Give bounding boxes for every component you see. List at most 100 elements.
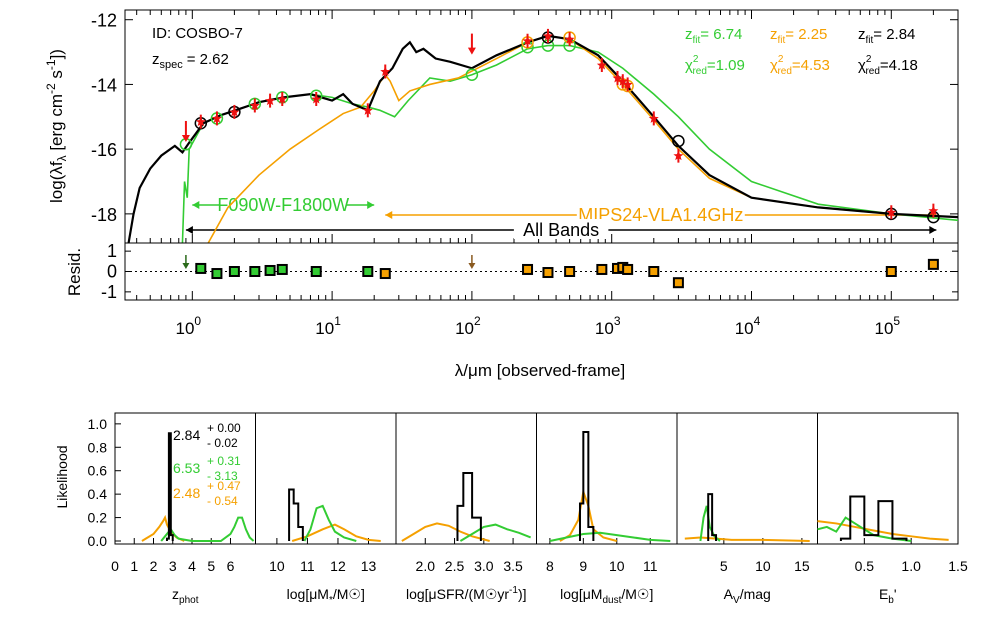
band-label: MIPS24-VLA1.4GHz [578, 205, 743, 225]
band-label: All Bands [523, 220, 599, 240]
lik-xtick-label: 1 [130, 558, 138, 574]
fit-chi-value: =1.09 [707, 57, 745, 74]
fit-z-value: = 2.84 [873, 26, 915, 43]
observed-point [542, 30, 553, 41]
lik-annotation-minus: - 0.54 [207, 494, 238, 508]
fit-z-symbol: z [858, 26, 866, 43]
fit-z-sub: fit [778, 35, 786, 46]
fit-z-sub: fit [693, 35, 701, 46]
fit-chi-symbol: χ [685, 57, 693, 74]
zspec-label: zspec = 2.62 [152, 51, 229, 71]
lik-ytick-label: 0.6 [88, 463, 108, 479]
lik-xtick-label: 10 [269, 558, 285, 574]
resid-point-orange [379, 268, 391, 280]
sed-xtick-exponent: 3 [614, 314, 621, 328]
lik-xlabel-sfr: log[μSFR/(M☉yr-1)] [406, 585, 527, 602]
sed-xtick-exponent: 0 [194, 314, 201, 328]
residual-marks: 10-1 [101, 241, 958, 302]
lik-xtick-label: 11 [643, 558, 658, 574]
lik-xtick-label: 4 [188, 558, 196, 574]
fit-chi-label: χ2 red=4.18 [858, 54, 918, 77]
resid-point-orange [885, 266, 897, 277]
lik-curve-green [459, 523, 532, 542]
fit-chi-value: =4.53 [792, 57, 830, 74]
resid-point-green [276, 263, 288, 275]
lik-xlabel-rest: /mag [740, 586, 771, 602]
sed-xtick-exponent: 5 [893, 314, 900, 328]
observed-point [596, 60, 607, 70]
lik-frame-av [676, 412, 818, 545]
observed-point [277, 93, 288, 104]
resid-point-green [310, 266, 322, 277]
sed-xtick-exponent: 1 [334, 314, 341, 328]
sed-xtick-label: 100 [176, 314, 202, 338]
lik-annotation-value: 2.84 [173, 427, 200, 443]
observed-point [311, 93, 322, 104]
lik-xtick-label: 3.0 [474, 558, 494, 574]
lik-curve-black [707, 493, 718, 541]
resid-point-green [228, 266, 240, 277]
fit-chi-sub: red [692, 66, 706, 77]
resid-point-orange [542, 267, 554, 279]
lik-curve-black [578, 431, 595, 541]
lik-annotation-plus: + 0.00 [207, 421, 241, 435]
sed-model-orange [207, 35, 959, 244]
lik-frame-eb [817, 412, 959, 545]
lik-xtick-label: 2.0 [416, 558, 436, 574]
observed-point [622, 79, 633, 89]
resid-point-green [195, 262, 207, 274]
fit-chi-value: =4.18 [880, 57, 918, 74]
resid-arrow-head [182, 263, 190, 269]
resid-point-orange [622, 263, 634, 275]
lik-xlabel-sup: -1 [509, 585, 518, 596]
lik-curve-green [303, 504, 357, 542]
residual-ylabel: Resid. [65, 248, 84, 296]
lik-xlabel-sub: * [329, 595, 333, 606]
lik-frame-sfr [395, 412, 537, 545]
observed-point [648, 113, 659, 123]
band-label-bg [576, 204, 745, 224]
observed-point [249, 100, 260, 110]
lik-xtick-label: 3 [169, 558, 177, 574]
model-photometry-green [465, 68, 479, 81]
lik-xlabel-rest: /M☉] [621, 586, 653, 602]
sed-ytick-label: -12 [91, 11, 117, 31]
lik-xlabel-main: E [879, 586, 888, 602]
fit-z-value: = 6.74 [700, 26, 742, 43]
lik-xlabel-sub: V [733, 595, 740, 606]
sed-xtick-label: 105 [874, 314, 900, 338]
resid-ytick-label: 1 [107, 241, 117, 261]
resid-point-orange [564, 266, 576, 277]
lik-curve-black [288, 488, 304, 541]
lik-xtick-label: 12 [330, 558, 346, 574]
sed-xtick-exponent: 4 [754, 314, 761, 328]
lik-xtick-label: 13 [361, 558, 377, 574]
lik-frame-mdust [536, 412, 678, 545]
id-label: ID: COSBO-7 [152, 25, 243, 42]
model-photometry-black [672, 134, 685, 148]
sed-xtick-label: 102 [455, 314, 481, 338]
band-arrowhead-left [185, 226, 193, 234]
lik-xlabel-main: A [724, 586, 734, 602]
lik-xlabel-eb: Eb' [879, 586, 897, 606]
lik-xlabel-main: log[μM [560, 586, 602, 602]
band-arrowhead-right [367, 201, 375, 209]
observed-point [380, 66, 391, 76]
resid-point-green [264, 264, 276, 276]
likelihood-panels: Likelihood 0.00.20.40.60.81.00 1 2 3 4 5 6zpho… [54, 412, 968, 606]
lik-xlabel-rest: ' [894, 586, 897, 602]
lik-annotation-plus: + 0.31 [207, 454, 241, 468]
fit-z-symbol: z [685, 26, 693, 43]
sed-xtick-label: 104 [735, 314, 761, 338]
likelihood-ylabel: Likelihood [54, 445, 70, 508]
lik-xtick-label: 2.5 [445, 558, 465, 574]
lik-curve-orange [559, 487, 618, 542]
lik-xtick-label: 8 [546, 558, 554, 574]
lik-xtick-label: 11 [300, 558, 315, 574]
sed-ytick-label: -14 [91, 75, 117, 95]
observed-point [195, 116, 206, 127]
band-label-bg [220, 194, 347, 214]
